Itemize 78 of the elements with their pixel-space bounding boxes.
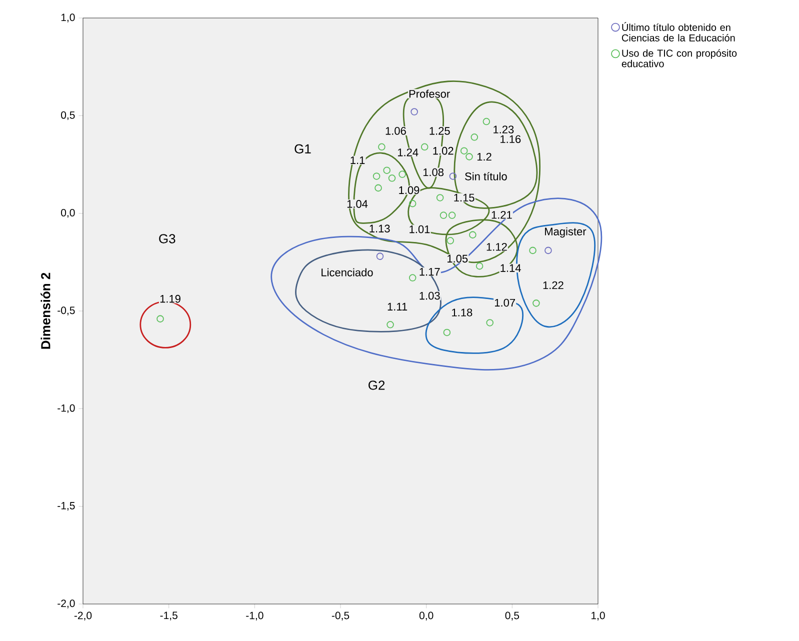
annotation: G2 — [368, 380, 385, 390]
point — [388, 174, 396, 182]
point — [446, 237, 454, 244]
y-tick-label: -1,0 — [58, 404, 75, 414]
y-tick-label: 0,0 — [61, 208, 75, 218]
point — [470, 134, 478, 141]
point — [529, 246, 536, 254]
point — [408, 200, 416, 208]
point — [156, 315, 164, 322]
x-tick-label: 1,0 — [592, 612, 605, 620]
point — [440, 212, 448, 219]
annotation: Sin título — [465, 172, 507, 180]
point — [443, 328, 451, 336]
point — [532, 300, 540, 307]
annotation: 1.02 — [433, 146, 454, 155]
annotation: Profesor — [409, 90, 450, 98]
annotation: Magister — [545, 227, 586, 238]
annotation: 1.1 — [350, 156, 365, 164]
point — [469, 231, 476, 238]
annotation: 1.21 — [492, 210, 512, 219]
point — [466, 153, 473, 160]
point — [476, 262, 484, 270]
annotation: 1.17 — [420, 268, 440, 276]
point — [376, 252, 384, 260]
point — [544, 246, 552, 254]
point — [486, 319, 494, 326]
point — [386, 321, 394, 328]
point — [383, 166, 390, 174]
annotation: 1.11 — [388, 302, 408, 310]
annotation: 1.08 — [423, 168, 444, 176]
annotation: 1.12 — [486, 242, 507, 251]
annotation: 1.15 — [454, 194, 474, 202]
annotation: 1.14 — [500, 264, 521, 272]
y-tick-label: 0,5 — [61, 111, 75, 120]
x-tick-label: -1,0 — [246, 612, 264, 620]
point — [378, 143, 386, 151]
annotation: 1.22 — [543, 281, 564, 290]
annotation: 1.2 — [477, 152, 492, 161]
annotation: 1.23 — [494, 126, 514, 134]
y-tick-label: -2,0 — [58, 600, 75, 608]
annotation: 1.01 — [410, 225, 430, 234]
annotation: 1.18 — [452, 308, 472, 316]
legend-label: Uso de TIC con propósito educativo — [622, 49, 737, 68]
annotation: 1.04 — [347, 200, 368, 208]
y-tick-label: -1,5 — [58, 502, 75, 511]
point — [372, 172, 380, 180]
annotation: 1.09 — [399, 186, 420, 194]
annotation: 1.06 — [386, 127, 406, 135]
y-axis-title: Dimensión 2 — [40, 272, 50, 349]
annotation: 1.05 — [448, 254, 468, 263]
annotation: 1.07 — [494, 298, 515, 307]
point — [482, 118, 490, 126]
annotation: 1.03 — [420, 292, 440, 300]
annotation: 1.16 — [500, 135, 521, 144]
point — [410, 108, 418, 116]
annotation: G3 — [159, 234, 176, 244]
legend-label: Último título obtenido en Ciencias de la Educación — [622, 22, 735, 42]
annotation: Licenciado — [322, 268, 373, 276]
y-tick-label: 1,0 — [61, 14, 75, 22]
x-tick-label: -0,5 — [332, 612, 350, 620]
point — [448, 212, 456, 219]
x-tick-label: 0,5 — [505, 612, 520, 620]
x-tick-label: -1,5 — [160, 612, 178, 620]
annotation: 1.19 — [160, 294, 180, 303]
annotation: G1 — [294, 144, 311, 154]
point — [449, 172, 457, 180]
point — [374, 184, 382, 192]
annotation: 1.24 — [398, 148, 418, 156]
point — [420, 143, 428, 151]
x-tick-label: 0,0 — [419, 612, 434, 620]
y-tick-label: -0,5 — [58, 306, 75, 316]
point — [460, 147, 468, 154]
annotation: 1.13 — [370, 224, 390, 232]
x-tick-label: -2,0 — [74, 612, 92, 620]
annotation: 1.25 — [430, 127, 450, 135]
point — [398, 170, 406, 178]
point — [408, 274, 416, 282]
point — [436, 194, 444, 202]
